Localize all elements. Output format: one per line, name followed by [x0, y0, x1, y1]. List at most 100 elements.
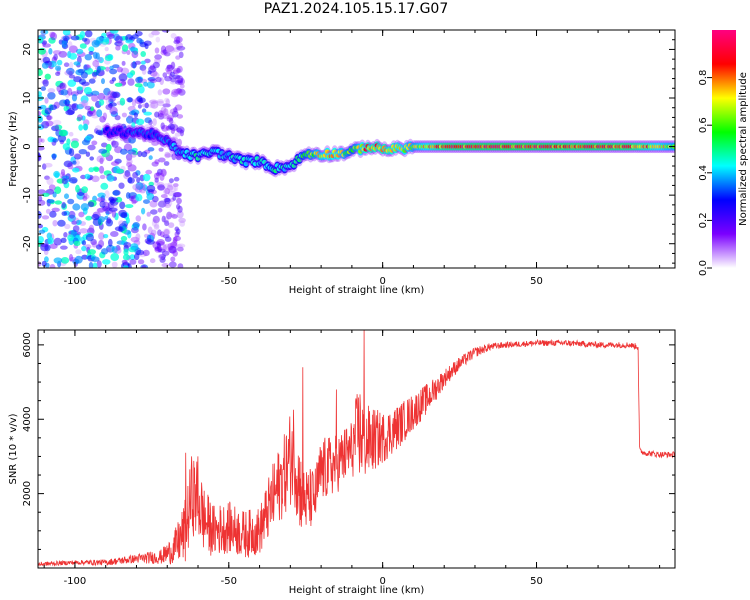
spectrogram-cell — [59, 82, 66, 89]
spectrogram-cell — [161, 215, 166, 223]
spectrogram-cell — [82, 194, 90, 200]
spectrogram-cell — [69, 148, 75, 157]
spectrogram-cell — [137, 85, 145, 94]
spectrogram-cell — [108, 207, 118, 212]
spectrogram-cell — [85, 135, 92, 141]
spectrogram-cell — [81, 240, 87, 246]
spectrogram-cell — [48, 48, 53, 55]
spectrogram-cell — [42, 43, 52, 48]
spectrogram-cell — [118, 182, 125, 189]
spectrogram-cell — [67, 79, 77, 87]
spectrogram-cell — [132, 171, 139, 179]
spectrogram-cell — [146, 185, 156, 192]
spectrogram-cell — [166, 117, 173, 122]
spectrogram-cell — [160, 231, 165, 238]
spectrogram-cell — [162, 88, 171, 95]
spectrogram-cell — [121, 60, 126, 66]
spectrogram-cell — [100, 195, 106, 203]
spectrogram-cell — [114, 115, 121, 121]
spectrogram-cell — [80, 71, 88, 79]
spectrogram-cell — [88, 167, 95, 173]
spectrogram-cell — [173, 183, 179, 188]
spectrogram-cell — [73, 61, 81, 66]
spectrogram-cell — [64, 223, 71, 230]
spectrogram-cell — [106, 244, 115, 253]
spectrogram-cell — [152, 215, 160, 224]
spectrogram-cell — [57, 219, 66, 227]
spectrogram-cell — [68, 131, 74, 137]
spectrogram-cell — [153, 224, 160, 230]
spectrogram-cell — [129, 259, 137, 265]
spectrogram-cell — [44, 107, 52, 115]
spectrogram-cell — [38, 137, 43, 143]
spectrogram-cell — [128, 136, 137, 144]
spectrogram-cell — [143, 199, 150, 205]
spectrogram-cell — [157, 113, 165, 120]
spectrogram-cell — [60, 169, 66, 176]
spectrogram-cell — [81, 245, 87, 252]
spectrogram-cell — [38, 110, 42, 117]
spectrogram-cell — [172, 236, 178, 243]
spectrogram-cell — [48, 184, 56, 191]
spectrogram-cell — [93, 51, 98, 59]
spectrogram-cell — [55, 80, 64, 88]
spectrogram-cell — [150, 100, 159, 109]
spectrogram-cell — [68, 210, 76, 219]
spectrogram-cell — [46, 199, 55, 204]
spectrogram-cell — [54, 124, 60, 132]
spectrogram-cell — [174, 132, 182, 137]
spectrogram-cell — [106, 247, 112, 253]
spectrogram-cell — [142, 249, 150, 257]
spectrogram-cell — [137, 150, 143, 157]
spectrogram-cell — [151, 229, 157, 236]
spectrogram-cell — [164, 153, 174, 158]
spectrogram-cell — [135, 215, 142, 222]
spectrogram-cell — [166, 184, 174, 191]
spectrogram-cell — [103, 95, 109, 101]
spectrogram-cell — [174, 226, 180, 232]
spectrogram-cell — [112, 140, 120, 147]
spectrogram-cell — [60, 237, 67, 243]
spectrogram-cell — [134, 253, 140, 261]
snr-x-tick-label: 0 — [379, 576, 385, 587]
spectrogram-cell — [156, 100, 165, 107]
colorbar-gradient — [712, 30, 736, 268]
spectrogram-cell — [106, 217, 112, 224]
spectrogram-cell — [42, 56, 51, 64]
spectrogram-cell — [170, 91, 179, 98]
spectrogram-cell — [126, 97, 134, 103]
spectrogram-cell — [170, 77, 176, 83]
spectrogram-cell — [71, 220, 78, 225]
spectrogram-cell — [171, 153, 177, 161]
spectrogram-cell — [162, 103, 171, 108]
spectrogram-cell — [153, 180, 160, 186]
spectrogram-cell — [98, 239, 105, 248]
spectrogram-cell — [119, 97, 126, 106]
spectrogram-cell — [168, 178, 174, 184]
spectrogram-cell — [170, 256, 176, 262]
spectrogram-cell — [46, 115, 52, 121]
spectrogram-cell — [95, 129, 103, 135]
spectrogram-cell — [85, 151, 91, 157]
spectrogram-cell — [151, 219, 157, 227]
spectrogram-cell — [160, 110, 166, 116]
spectrogram-cell — [53, 53, 58, 61]
spectrogram-cell — [99, 157, 104, 164]
spectrogram-cell — [109, 68, 118, 75]
spectrogram-cell — [118, 220, 125, 227]
spectrogram-cell — [69, 52, 78, 60]
spectrogram-cell — [140, 51, 146, 57]
colorbar-tick-label: 0.6 — [698, 117, 709, 133]
spectrogram-cell — [120, 148, 128, 155]
spectrogram-cell — [132, 184, 141, 191]
spectrogram-cell — [102, 36, 110, 43]
spectrogram-cell — [168, 261, 177, 268]
spectrogram-cell — [126, 72, 134, 79]
spectrogram-cell — [135, 118, 145, 126]
spectrogram-cell — [82, 123, 89, 131]
spectrogram-cell — [81, 81, 90, 87]
spectrogram-cell — [70, 35, 80, 41]
spectrogram-cell — [61, 178, 68, 185]
spectrogram-cell — [101, 142, 108, 148]
